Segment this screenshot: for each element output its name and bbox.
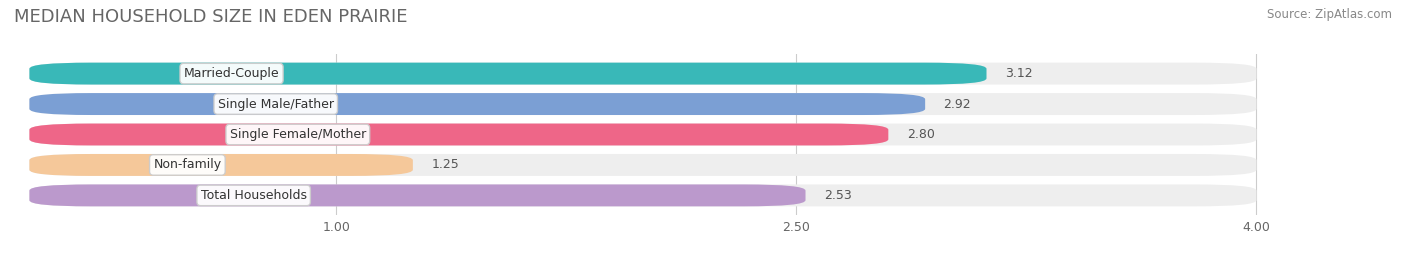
Text: 2.92: 2.92 (943, 98, 972, 111)
Text: Married-Couple: Married-Couple (184, 67, 280, 80)
Text: 1.25: 1.25 (432, 158, 458, 171)
Text: Single Male/Father: Single Male/Father (218, 98, 333, 111)
FancyBboxPatch shape (30, 154, 1257, 176)
FancyBboxPatch shape (30, 185, 1257, 206)
FancyBboxPatch shape (30, 123, 1257, 146)
FancyBboxPatch shape (30, 93, 925, 115)
Text: 3.12: 3.12 (1005, 67, 1032, 80)
Text: Total Households: Total Households (201, 189, 307, 202)
Text: Non-family: Non-family (153, 158, 221, 171)
FancyBboxPatch shape (30, 123, 889, 146)
Text: Single Female/Mother: Single Female/Mother (229, 128, 366, 141)
FancyBboxPatch shape (30, 63, 987, 84)
Text: 2.80: 2.80 (907, 128, 935, 141)
FancyBboxPatch shape (30, 154, 413, 176)
FancyBboxPatch shape (30, 63, 1257, 84)
Text: MEDIAN HOUSEHOLD SIZE IN EDEN PRAIRIE: MEDIAN HOUSEHOLD SIZE IN EDEN PRAIRIE (14, 8, 408, 26)
Text: Source: ZipAtlas.com: Source: ZipAtlas.com (1267, 8, 1392, 21)
Text: 2.53: 2.53 (824, 189, 852, 202)
FancyBboxPatch shape (30, 93, 1257, 115)
FancyBboxPatch shape (30, 185, 806, 206)
